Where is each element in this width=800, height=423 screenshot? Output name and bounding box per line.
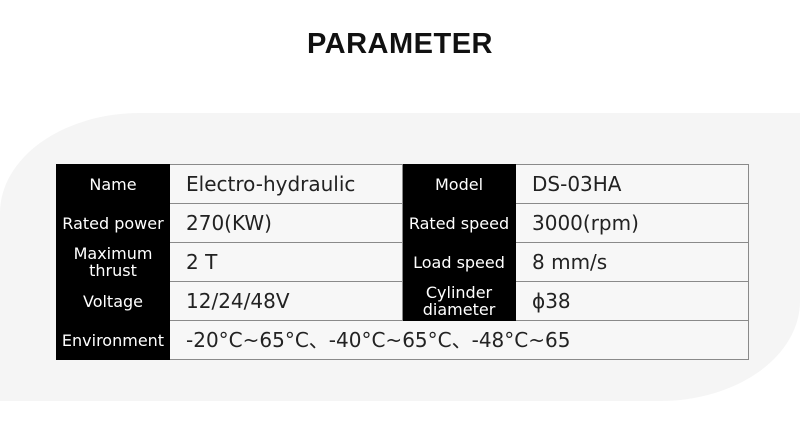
param-label: Rated power	[56, 203, 170, 243]
param-value: -20°C~65°C、-40°C~65°C、-48°C~65	[169, 320, 749, 360]
param-value: Electro-hydraulic	[169, 164, 403, 204]
parameter-table: Name Electro-hydraulic Model DS-03HA Rated p…	[56, 164, 749, 360]
param-label: Model	[402, 164, 516, 204]
table-row: Rated power 270(KW) Rated speed 3000(rpm)	[56, 203, 749, 243]
param-value: 3000(rpm)	[515, 203, 749, 243]
param-value: 8 mm/s	[515, 242, 749, 282]
page-title: PARAMETER	[306, 28, 494, 60]
param-label: Rated speed	[402, 203, 516, 243]
param-label: Load speed	[402, 242, 516, 282]
param-value: 12/24/48V	[169, 281, 403, 321]
param-label: Maximum thrust	[56, 242, 170, 282]
table-row: Voltage 12/24/48V Cylinder diameter ϕ38	[56, 281, 749, 321]
param-label: Environment	[56, 320, 170, 360]
table-row: Maximum thrust 2 T Load speed 8 mm/s	[56, 242, 749, 282]
param-value: 270(KW)	[169, 203, 403, 243]
param-value: 2 T	[169, 242, 403, 282]
table-row: Name Electro-hydraulic Model DS-03HA	[56, 164, 749, 204]
param-label: Cylinder diameter	[402, 281, 516, 321]
param-value: DS-03HA	[515, 164, 749, 204]
table-row: Environment -20°C~65°C、-40°C~65°C、-48°C~6…	[56, 320, 749, 360]
param-value: ϕ38	[515, 281, 749, 321]
param-label: Name	[56, 164, 170, 204]
param-label: Voltage	[56, 281, 170, 321]
